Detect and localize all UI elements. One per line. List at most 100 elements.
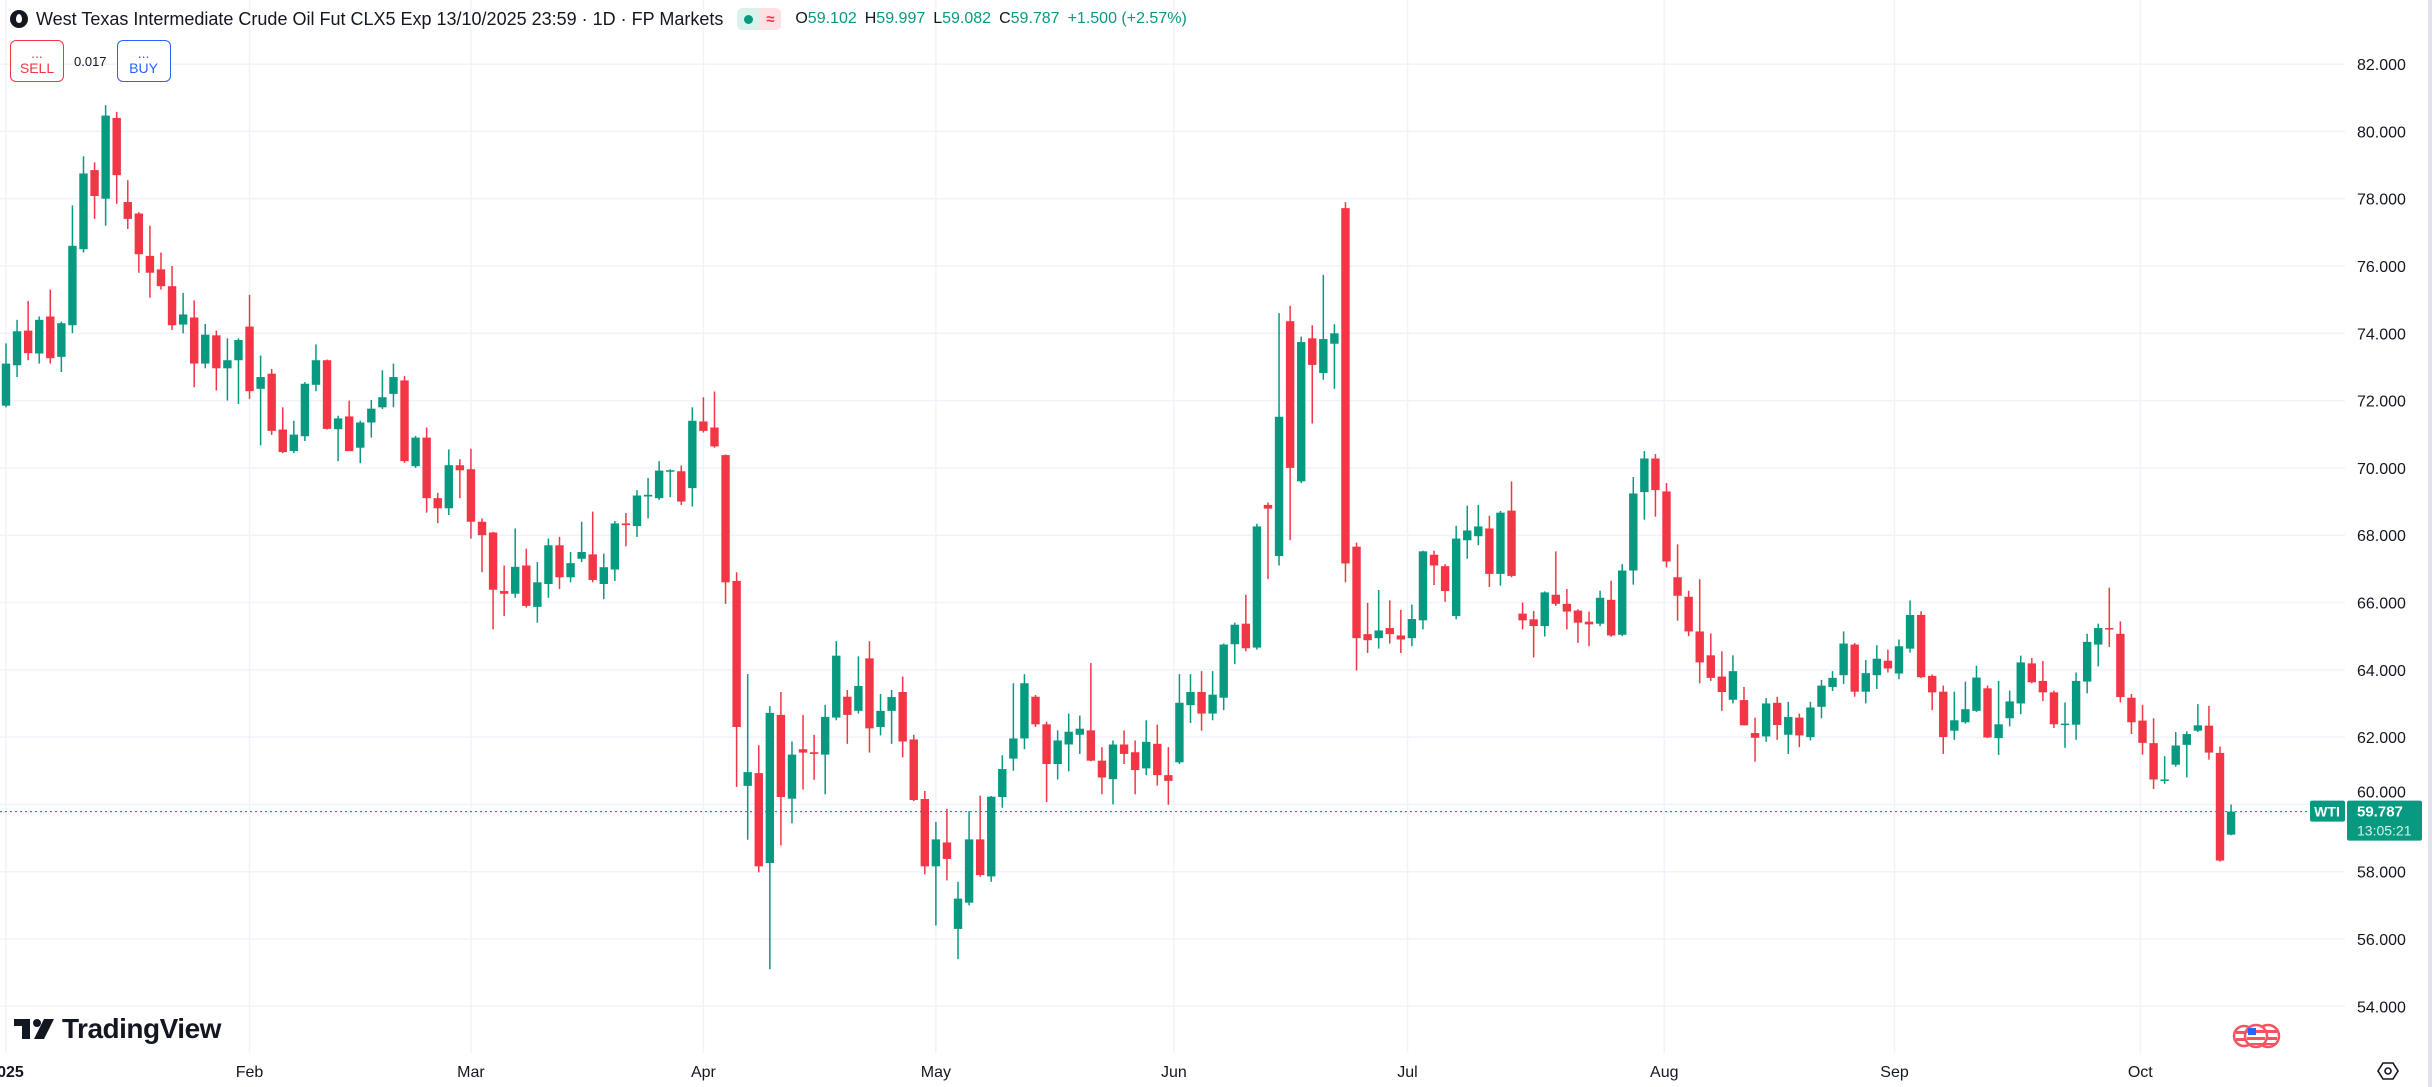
candle-up bbox=[378, 370, 387, 410]
candle-up bbox=[1463, 505, 1472, 559]
time-tick-label: May bbox=[921, 1064, 951, 1081]
candle-body bbox=[1418, 551, 1428, 621]
oil-drop-icon bbox=[10, 10, 28, 28]
tradingview-logo[interactable]: TradingView bbox=[14, 1013, 221, 1045]
candle-body bbox=[2027, 663, 2037, 683]
candle-down bbox=[975, 795, 985, 877]
candle-up bbox=[533, 562, 542, 623]
candle-up bbox=[1252, 523, 1262, 650]
candle-down bbox=[1662, 483, 1671, 568]
candle-down bbox=[721, 454, 730, 604]
candle-body bbox=[2215, 752, 2225, 861]
candle-down bbox=[1396, 609, 1406, 653]
candle-body bbox=[964, 839, 974, 903]
candle-up bbox=[300, 382, 310, 441]
delayed-data-icon[interactable]: ≈ bbox=[759, 8, 782, 30]
candle-up bbox=[1972, 665, 1981, 712]
candle-down bbox=[134, 212, 144, 273]
sell-button[interactable]: ... SELL bbox=[10, 40, 64, 82]
candle-body bbox=[145, 255, 155, 273]
candle-down bbox=[1130, 740, 1140, 795]
candle-down bbox=[1983, 685, 1992, 739]
chart-grid bbox=[0, 0, 2345, 1053]
logo-text: TradingView bbox=[62, 1013, 221, 1044]
candle-up bbox=[2182, 731, 2191, 778]
candle-down bbox=[555, 536, 564, 590]
buy-button[interactable]: ... BUY bbox=[116, 40, 171, 82]
candle-body bbox=[23, 330, 33, 354]
candle-body bbox=[289, 434, 299, 452]
candle-up bbox=[854, 656, 863, 714]
candle-body bbox=[1961, 709, 1970, 723]
candle-body bbox=[1086, 730, 1096, 761]
candle-down bbox=[710, 391, 719, 448]
candle-up bbox=[2193, 704, 2203, 733]
candle-body bbox=[643, 494, 653, 497]
candle-down bbox=[798, 714, 808, 790]
candle-down bbox=[488, 531, 498, 630]
candle-body bbox=[920, 799, 930, 867]
candle-body bbox=[1385, 628, 1394, 635]
trade-buttons: ... SELL 0.017 ... BUY bbox=[10, 40, 171, 82]
time-axis[interactable]: 2025 Feb Mar Apr May Jun Jul Aug Sep Oct bbox=[0, 1064, 2153, 1081]
candle-body bbox=[134, 213, 144, 255]
candle-body bbox=[1806, 707, 1815, 738]
candle-down bbox=[699, 397, 708, 433]
candle-up bbox=[1075, 715, 1084, 754]
candle-body bbox=[1064, 731, 1073, 745]
symbol-title[interactable]: West Texas Intermediate Crude Oil Fut CL… bbox=[36, 8, 724, 29]
candle-down bbox=[754, 745, 763, 873]
candle-body bbox=[1717, 676, 1727, 693]
candle-body bbox=[1828, 677, 1837, 687]
candle-up bbox=[666, 469, 675, 498]
candle-body bbox=[333, 418, 343, 430]
candle-body bbox=[1861, 673, 1870, 692]
candle-body bbox=[1761, 703, 1771, 737]
candle-up bbox=[256, 355, 265, 446]
candle-down bbox=[1850, 642, 1859, 697]
candle-down bbox=[1285, 305, 1295, 541]
candle-body bbox=[367, 408, 376, 423]
candle-up bbox=[688, 407, 697, 507]
candle-up bbox=[201, 323, 210, 369]
price-tick-label: 66.000 bbox=[2357, 596, 2406, 613]
candle-up bbox=[610, 521, 620, 581]
candle-down bbox=[1429, 550, 1439, 586]
status-badges[interactable]: ≈ bbox=[737, 8, 782, 30]
candle-body bbox=[621, 523, 631, 526]
candle-body bbox=[400, 380, 409, 462]
us-flag-event-icon[interactable] bbox=[2243, 1023, 2269, 1049]
last-price-label: 59.787 bbox=[2357, 804, 2403, 821]
candle-down bbox=[1529, 610, 1538, 658]
candle-up bbox=[787, 741, 797, 824]
candle-body bbox=[2038, 680, 2048, 693]
candle-up bbox=[1020, 674, 1029, 750]
candle-body bbox=[1485, 528, 1494, 574]
candle-up bbox=[2094, 623, 2103, 667]
candle-body bbox=[477, 521, 487, 536]
candle-body bbox=[1363, 634, 1372, 641]
candle-down bbox=[278, 407, 287, 454]
candle-up bbox=[1905, 600, 1915, 653]
candle-up bbox=[178, 292, 188, 334]
candle-up bbox=[1451, 525, 1461, 620]
high-value: 59.997 bbox=[876, 10, 926, 27]
candle-body bbox=[411, 437, 420, 467]
market-open-dot-icon[interactable] bbox=[737, 8, 760, 30]
candle-body bbox=[765, 712, 775, 863]
candle-body bbox=[1142, 741, 1151, 769]
candle-up bbox=[311, 344, 321, 392]
candle-body bbox=[1905, 614, 1915, 649]
economic-events[interactable] bbox=[2232, 1023, 2281, 1049]
settings-gear-icon[interactable] bbox=[2377, 1060, 2399, 1082]
candle-down bbox=[1352, 542, 1361, 671]
price-axis[interactable]: 82.000 80.000 78.000 76.000 74.000 72.000 70.0… bbox=[2357, 57, 2406, 1016]
candle-body bbox=[356, 422, 365, 448]
candle-body bbox=[544, 545, 553, 584]
candle-body bbox=[223, 360, 232, 369]
candle-body bbox=[1153, 743, 1162, 776]
candle-up bbox=[1640, 451, 1649, 520]
candle-up bbox=[566, 552, 575, 583]
time-tick-label: Jun bbox=[1161, 1064, 1187, 1081]
